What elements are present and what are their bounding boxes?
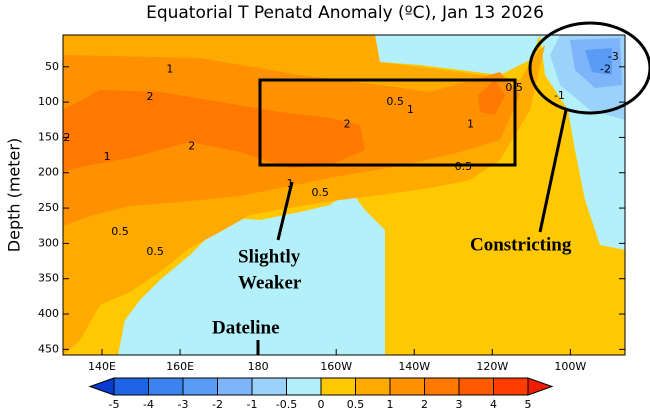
colorbar-label: 4 [490,398,497,411]
arrow [276,181,294,241]
contour-label: 0.5 [311,186,329,199]
contour-label: 1 [166,63,173,76]
contour-label: -3 [608,50,619,63]
plot-frame [62,34,626,356]
y-tick-label: 150 [38,130,59,143]
field-neg [375,35,540,75]
colorbar-label: 0 [318,398,325,411]
highlight-circle [528,21,650,115]
colorbar-swatch [424,377,460,396]
colorbar-label: 5 [525,398,532,411]
y-tick-label: 450 [38,342,59,355]
annotation-shapes [256,21,650,355]
annotation: Constricting [470,234,572,255]
colorbar-swatch [355,377,391,396]
contour-label: 1 [407,103,414,116]
colorbar-label: 3 [456,398,463,411]
colorbar-end [527,377,554,396]
chart-title: Equatorial T Penatd Anomaly (ºC), Jan 13… [146,3,544,23]
colorbar-label: -5 [109,398,120,411]
colorbar-swatch [251,377,287,396]
x-tick-label: 140E [88,360,116,373]
colorbar-swatch [458,377,494,396]
x-tick-label: 120W [476,360,508,373]
y-tick-label: 300 [38,236,59,249]
chart-layer: 50 100 150 200 250 300 350 400 450 140E 160E 180 160… [38,50,625,373]
y-tick-label: 200 [38,166,59,179]
field-2-3 [478,80,505,115]
colorbar-swatch [320,377,356,396]
field-neg [118,190,385,355]
colorbar-label: -3 [178,398,189,411]
contour-label: 0.5 [386,95,404,108]
field-neg [585,48,612,75]
colorbar-swatch [182,377,218,396]
x-tick-label: 160E [166,360,194,373]
colorbar-label: 1 [387,398,394,411]
contour-label: 2 [188,140,195,153]
x-tick-label: 160W [320,360,352,373]
colorbar-label: 0.5 [347,398,365,411]
arrow [538,109,568,233]
x-tick-label: 100W [554,360,586,373]
field-2-3 [63,90,365,172]
y-tick-label: 350 [38,272,59,285]
contour-label: 2 [147,90,154,103]
x-tick-label: 140W [398,360,430,373]
contour-label: 0.5 [146,245,164,258]
annotation: Dateline [212,317,280,338]
contour-label: 0.5 [111,225,129,238]
colorbar-label: -0.5 [276,398,297,411]
colorbar-label: -4 [143,398,154,411]
y-tick-label: 400 [38,307,59,320]
colorbar-swatch [493,377,529,396]
contour-label: -2 [600,63,611,76]
colorbar-swatch [113,377,149,396]
contour-label: 0.5 [455,160,473,173]
highlight-box [258,78,517,167]
x-tick-label: 180 [248,360,269,373]
contour-label: -1 [554,89,565,102]
contour-label: 2 [63,131,70,144]
annotation: Weaker [238,272,302,293]
y-axis-label: Depth (meter) [5,138,24,252]
colorbar-swatch [389,377,425,396]
colorbar-label: 2 [421,398,428,411]
contour-label: 2 [344,118,351,131]
y-tick-label: 100 [38,95,59,108]
contour-fields [63,35,625,355]
colorbar-label: -1 [247,398,258,411]
colorbar-label: -2 [212,398,223,411]
colorbar-swatch [286,377,322,396]
annotation: Slightly [238,246,301,267]
y-tick-label: 50 [45,60,59,73]
contour-label: 1 [104,150,111,163]
y-tick-label: 250 [38,201,59,214]
contour-label: 1 [467,118,474,131]
colorbar-swatch [217,377,253,396]
colorbar-end [88,377,115,396]
colorbar-swatch [148,377,184,396]
